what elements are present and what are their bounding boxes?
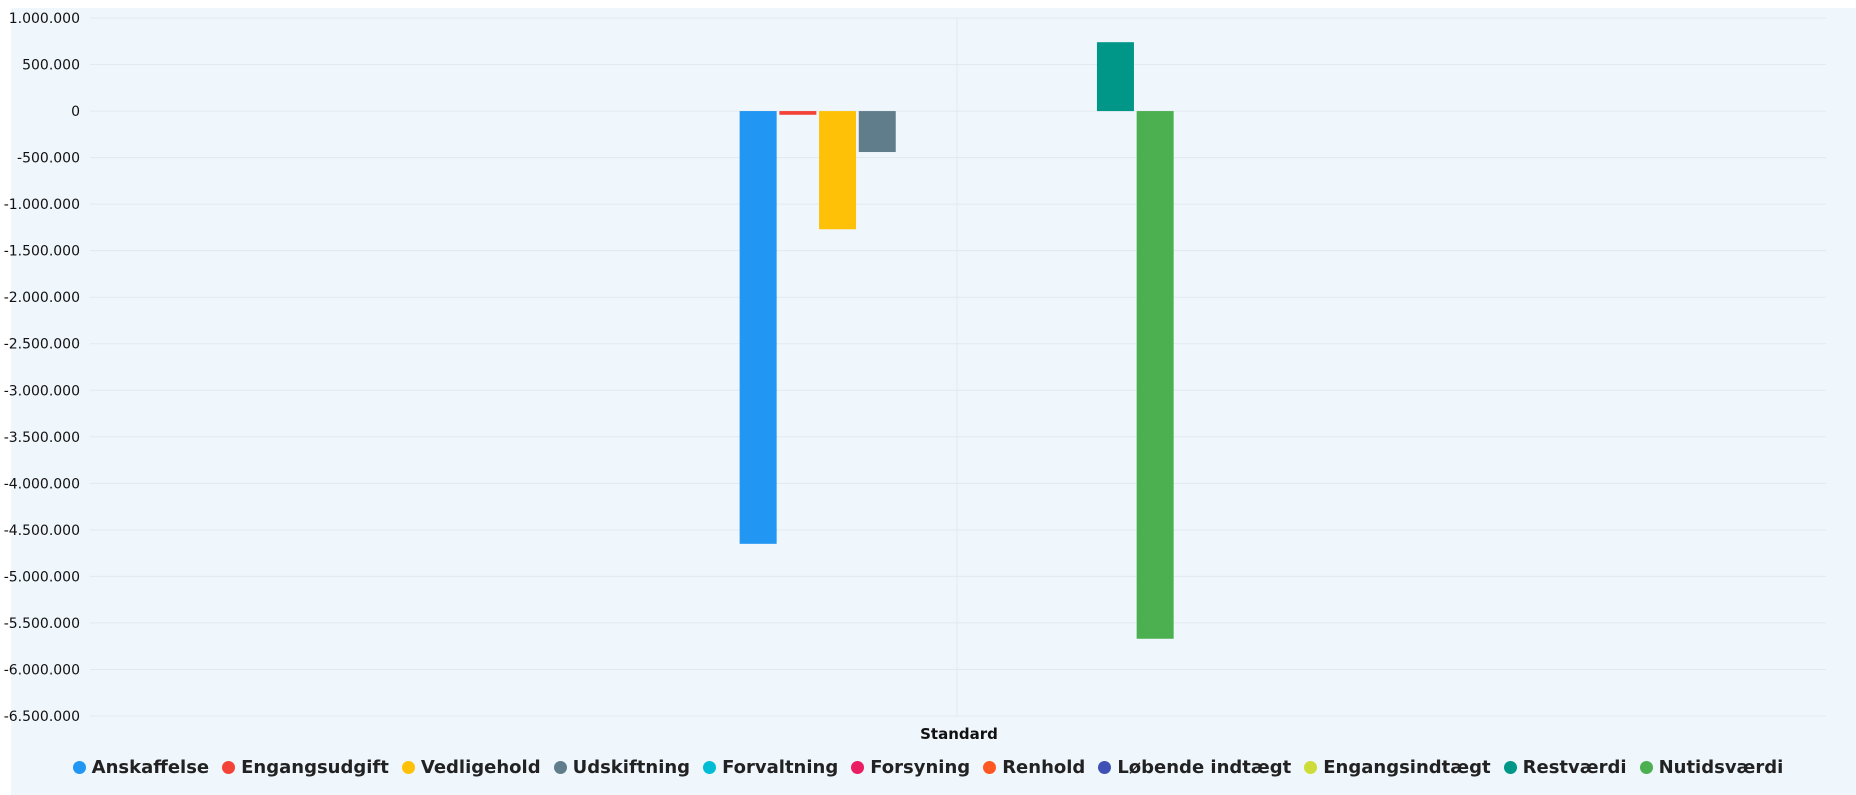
legend-marker-icon (983, 761, 997, 774)
y-tick-label: -500.000 (17, 151, 80, 167)
legend-marker-icon (222, 761, 236, 774)
legend-marker-icon (851, 761, 865, 774)
legend-marker-icon (1098, 761, 1112, 774)
bar-engangsudgift (779, 111, 817, 115)
bar-vedligehold (819, 111, 857, 230)
legend-marker-icon (703, 761, 717, 774)
legend-item[interactable]: Udskiftning (553, 757, 691, 778)
bar-udskiftning (858, 111, 896, 153)
y-tick-label: -1.500.000 (4, 244, 80, 260)
y-tick-label: -2.000.000 (4, 290, 80, 306)
y-tick-label: -2.500.000 (4, 337, 80, 353)
bar-restværdi (1096, 42, 1134, 112)
y-tick-label: -3.000.000 (4, 383, 80, 399)
legend-marker-icon (72, 761, 86, 774)
bar-anskaffelse (739, 111, 777, 544)
legend-marker-icon (553, 761, 567, 774)
x-category-label: Standard (920, 725, 998, 743)
chart-area (11, 8, 1856, 795)
legend-label: Anskaffelse (91, 757, 210, 778)
legend-label: Renhold (1002, 757, 1086, 778)
legend-label: Restværdi (1522, 757, 1627, 778)
legend-item[interactable]: Forvaltning (703, 757, 838, 778)
y-tick-label: -5.000.000 (4, 569, 80, 585)
legend-item[interactable]: Løbende indtægt (1098, 757, 1291, 778)
y-tick-label: -5.500.000 (4, 616, 80, 632)
legend-item[interactable]: Forsyning (851, 757, 970, 778)
legend-label: Engangsindtægt (1323, 757, 1491, 778)
y-tick-label: -3.500.000 (4, 430, 80, 446)
legend-item[interactable]: Nutidsværdi (1639, 757, 1784, 778)
legend-label: Engangsudgift (241, 757, 389, 778)
legend-label: Vedligehold (420, 757, 541, 778)
legend-label: Løbende indtægt (1117, 757, 1292, 778)
legend-marker-icon (1639, 761, 1653, 774)
y-tick-label: -6.000.000 (4, 662, 80, 678)
y-tick-label: 0 (71, 104, 80, 120)
legend-item[interactable]: Renhold (983, 757, 1085, 778)
legend-marker-icon (1304, 761, 1318, 774)
legend-marker-icon (1503, 761, 1517, 774)
legend-label: Udskiftning (572, 757, 691, 778)
legend: Anskaffelse Engangsudgift Vedligehold Udski… (0, 757, 1856, 778)
legend-label: Forvaltning (722, 757, 839, 778)
legend-item[interactable]: Restværdi (1503, 757, 1627, 778)
legend-item[interactable]: Vedligehold (401, 757, 541, 778)
legend-item[interactable]: Anskaffelse (72, 757, 210, 778)
y-tick-label: -1.000.000 (4, 197, 80, 213)
y-tick-label: 1.000.000 (9, 11, 80, 27)
legend-marker-icon (401, 761, 415, 774)
legend-item[interactable]: Engangsindtægt (1304, 757, 1491, 778)
y-tick-label: -6.500.000 (4, 709, 80, 725)
legend-label: Forsyning (870, 757, 971, 778)
legend-label: Nutidsværdi (1658, 757, 1784, 778)
y-tick-label: -4.500.000 (4, 523, 80, 539)
y-tick-label: 500.000 (22, 58, 80, 74)
bar-nutidsværdi (1136, 111, 1174, 639)
legend-item[interactable]: Engangsudgift (222, 757, 389, 778)
y-tick-label: -4.000.000 (4, 476, 80, 492)
